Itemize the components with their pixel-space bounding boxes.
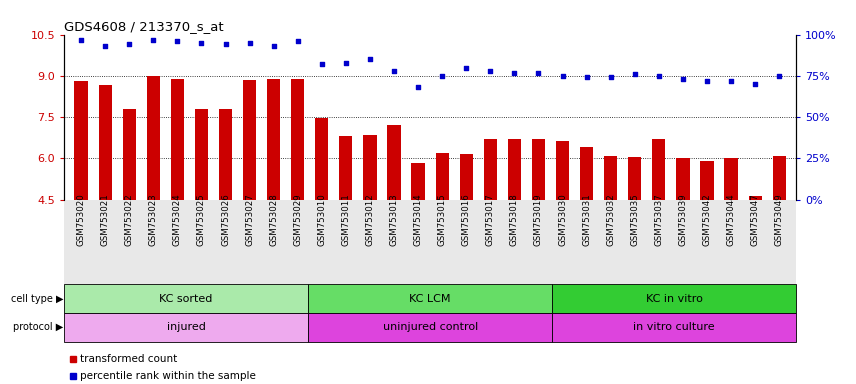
Text: percentile rank within the sample: percentile rank within the sample — [80, 371, 256, 381]
Text: protocol ▶: protocol ▶ — [13, 322, 63, 333]
Point — [243, 40, 257, 46]
Point — [98, 43, 112, 49]
Point — [218, 41, 232, 48]
Bar — [412, 162, 425, 200]
Point — [74, 36, 88, 43]
Bar — [580, 147, 593, 200]
Bar — [724, 158, 738, 200]
Bar — [552, 284, 796, 313]
Text: KC in vitro: KC in vitro — [645, 293, 703, 304]
Point — [146, 36, 160, 43]
Bar — [219, 109, 232, 200]
Point — [508, 70, 521, 76]
Point — [339, 60, 353, 66]
Bar — [552, 313, 796, 342]
Bar — [267, 79, 280, 200]
Text: injured: injured — [167, 322, 205, 333]
Point — [363, 56, 377, 62]
Bar — [98, 86, 112, 200]
Bar — [363, 135, 377, 200]
Point — [628, 71, 642, 77]
Point — [580, 74, 593, 81]
Bar — [436, 153, 449, 200]
Point — [652, 73, 666, 79]
Point — [700, 78, 714, 84]
Bar — [484, 139, 497, 200]
Text: GDS4608 / 213370_s_at: GDS4608 / 213370_s_at — [64, 20, 223, 33]
Text: KC LCM: KC LCM — [409, 293, 451, 304]
Bar — [195, 109, 208, 200]
Point — [122, 41, 136, 48]
Bar — [460, 154, 473, 200]
Bar — [243, 80, 256, 200]
Text: transformed count: transformed count — [80, 354, 177, 364]
Point — [460, 65, 473, 71]
Bar — [556, 141, 569, 200]
Bar — [604, 156, 617, 200]
Point — [436, 73, 449, 79]
Point — [315, 61, 329, 67]
Point — [484, 68, 497, 74]
Point — [532, 70, 545, 76]
Bar — [652, 139, 665, 200]
Point — [170, 38, 184, 44]
Point — [724, 78, 738, 84]
Bar — [122, 109, 136, 200]
Point — [387, 68, 401, 74]
Bar — [64, 284, 308, 313]
Bar — [291, 79, 305, 200]
Bar — [339, 136, 353, 200]
Text: KC sorted: KC sorted — [159, 293, 213, 304]
Point — [194, 40, 208, 46]
Bar — [308, 313, 552, 342]
Bar — [388, 125, 401, 200]
Bar — [146, 76, 160, 200]
Bar — [700, 161, 714, 200]
Point — [556, 73, 569, 79]
Bar — [308, 284, 552, 313]
Bar — [74, 81, 87, 200]
Bar — [628, 157, 641, 200]
Bar — [64, 313, 308, 342]
Bar — [532, 139, 545, 200]
Point — [291, 38, 305, 44]
Point — [772, 73, 786, 79]
Text: in vitro culture: in vitro culture — [633, 322, 715, 333]
Bar — [676, 158, 690, 200]
Bar — [748, 195, 762, 200]
Point — [676, 76, 690, 82]
Bar — [508, 139, 521, 200]
Bar — [170, 79, 184, 200]
Point — [411, 84, 425, 91]
Text: uninjured control: uninjured control — [383, 322, 478, 333]
Point — [267, 43, 281, 49]
Point — [748, 81, 762, 87]
Bar — [773, 156, 786, 200]
Point — [603, 74, 617, 81]
Text: cell type ▶: cell type ▶ — [11, 293, 63, 304]
Bar — [315, 119, 329, 200]
